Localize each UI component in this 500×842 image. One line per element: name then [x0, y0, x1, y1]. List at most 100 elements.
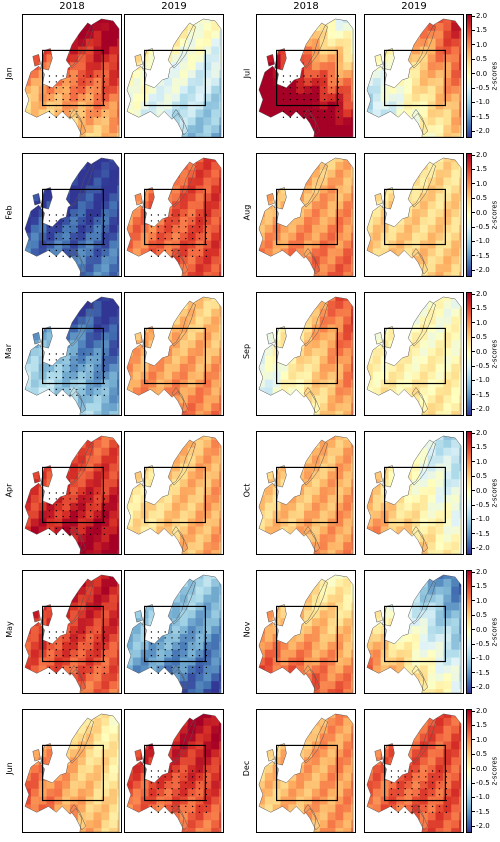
significance-dot	[55, 237, 58, 240]
region-box	[42, 466, 104, 524]
significance-dot	[171, 220, 173, 222]
z-score-cell	[117, 618, 120, 627]
z-score-cell	[126, 641, 134, 651]
z-score-cell	[327, 487, 336, 496]
z-score-cell	[109, 101, 118, 110]
z-score-cell	[164, 248, 173, 257]
z-score-cell	[335, 411, 344, 415]
z-score-cell	[101, 38, 110, 47]
z-score-cell	[203, 256, 212, 265]
z-score-cell	[109, 494, 118, 504]
z-score-cell	[372, 348, 382, 357]
z-score-cell	[101, 447, 110, 457]
z-score-cell	[351, 534, 354, 543]
significance-dot	[103, 110, 106, 113]
z-score-cell	[211, 54, 220, 63]
z-score-cell	[179, 812, 189, 821]
z-score-cell	[443, 324, 452, 333]
significance-dot	[89, 237, 92, 240]
z-score-cell	[435, 479, 444, 488]
z-score-cell	[203, 820, 212, 829]
z-score-cell	[372, 216, 382, 226]
z-score-cell	[172, 757, 181, 766]
z-score-cell	[54, 780, 63, 790]
z-score-cell	[404, 355, 413, 365]
coastline	[24, 296, 120, 415]
significance-dot	[103, 255, 106, 258]
z-score-cell	[156, 665, 165, 674]
z-score-cell	[311, 308, 321, 318]
z-score-cell	[179, 316, 189, 325]
z-score-cell	[30, 471, 40, 480]
z-score-cell	[264, 193, 274, 202]
z-score-cell	[343, 550, 352, 554]
significance-dot	[48, 353, 51, 355]
z-score-cell	[203, 757, 212, 766]
z-score-cell	[93, 828, 102, 832]
coastline	[69, 248, 87, 275]
z-score-cell	[101, 355, 110, 365]
significance-dot	[303, 98, 305, 101]
z-score-cell	[219, 534, 222, 543]
z-score-cell	[419, 355, 429, 365]
z-score-cell	[372, 93, 382, 103]
significance-dot	[191, 232, 194, 234]
z-score-cell	[195, 749, 204, 758]
z-score-cell	[203, 201, 212, 210]
z-score-cell	[77, 542, 87, 551]
z-score-cell	[187, 820, 197, 829]
z-score-cell	[132, 665, 142, 674]
region-box	[276, 466, 338, 524]
z-score-cell	[335, 395, 344, 404]
z-score-cell	[343, 439, 352, 449]
z-score-cell	[412, 502, 421, 512]
z-score-cell	[327, 494, 336, 504]
significance-dot	[55, 81, 58, 83]
z-score-cell	[109, 487, 118, 496]
z-score-cell	[132, 518, 142, 527]
z-score-cell	[195, 725, 204, 735]
z-score-cell	[187, 209, 197, 218]
z-score-cell	[459, 403, 462, 412]
z-score-cell	[117, 177, 120, 186]
z-score-cell	[412, 479, 421, 488]
z-score-cell	[24, 796, 32, 805]
coastline	[171, 387, 189, 414]
z-score-cell	[343, 272, 352, 276]
significance-dot	[103, 237, 106, 240]
z-score-cell	[46, 85, 55, 95]
z-score-cell	[211, 757, 220, 766]
significance-dot	[337, 87, 340, 89]
significance-dot	[103, 504, 106, 506]
z-score-cell	[85, 780, 95, 790]
z-score-cell	[117, 518, 120, 527]
significance-dot	[62, 666, 64, 669]
z-score-cell	[101, 780, 110, 790]
z-score-cell	[304, 201, 313, 210]
z-score-cell	[172, 633, 181, 643]
significance-dot	[303, 75, 305, 77]
map-panel-aug-2018	[256, 153, 356, 277]
z-score-cell	[451, 38, 460, 47]
z-score-cell	[203, 733, 212, 742]
significance-dot	[185, 770, 187, 772]
z-score-cell	[327, 371, 336, 381]
z-score-cell	[54, 804, 63, 813]
z-score-cell	[117, 494, 120, 504]
z-score-cell	[335, 332, 344, 341]
z-score-cell	[77, 594, 87, 603]
coastline	[134, 471, 143, 484]
significance-dot	[205, 220, 208, 222]
z-score-cell	[77, 77, 87, 87]
z-score-cell	[156, 772, 165, 782]
z-score-cell	[77, 804, 87, 813]
z-score-cell	[443, 133, 452, 137]
significance-dot	[55, 87, 58, 89]
significance-dot	[178, 214, 180, 216]
z-score-cell	[30, 796, 40, 805]
z-score-cell	[172, 494, 181, 504]
z-score-cell	[419, 340, 429, 349]
z-score-cell	[296, 93, 305, 103]
z-score-cell	[203, 749, 212, 758]
z-score-cell	[412, 93, 421, 103]
